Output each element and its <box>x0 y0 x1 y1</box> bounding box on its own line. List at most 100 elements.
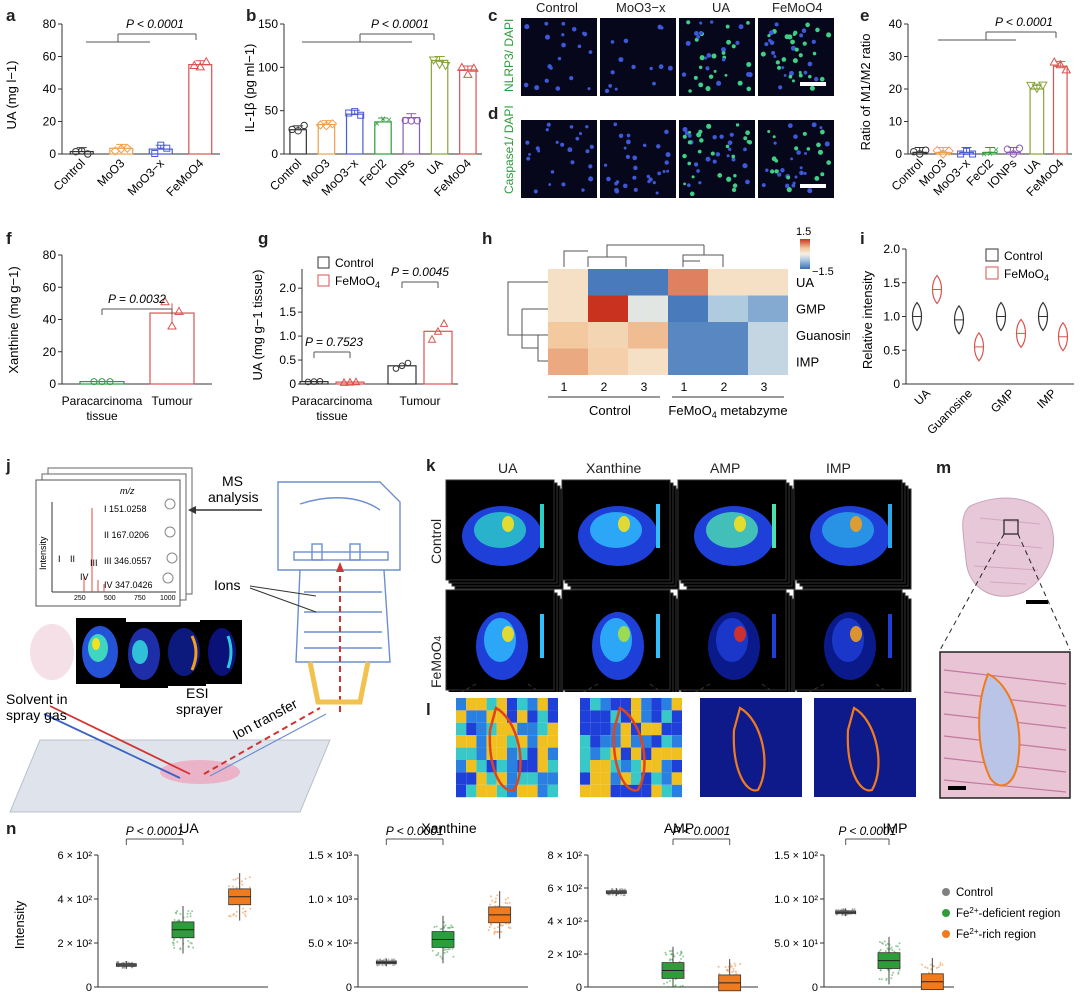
k-images <box>445 479 912 692</box>
chart-f: Xanthine (mg g−1) 0 20 40 60 80 P = 0.0032 P… <box>6 248 212 423</box>
g-bar <box>387 365 417 385</box>
h-row-label: GMP <box>796 302 826 317</box>
heatmap-cell <box>708 295 748 322</box>
ylabel-i: Relative intensity <box>860 270 875 369</box>
legend-g-femoo4-swatch <box>317 274 330 287</box>
panel-label-d: d <box>488 104 499 123</box>
h-col-3: 3 <box>641 380 648 394</box>
a-point <box>189 60 200 70</box>
chart-a: UA (mg l−1) 0 20 40 60 80 P < 0.0001 Control… <box>4 17 220 199</box>
ms-analysis-1: MS <box>222 473 243 489</box>
f-bar <box>79 380 125 385</box>
xlabel-f-2: Tumour <box>152 394 193 408</box>
b-xtick: UA <box>424 156 446 178</box>
e-point <box>1009 150 1018 158</box>
a-point <box>163 144 171 152</box>
e-ytick: 10 <box>889 115 903 129</box>
peak-4: IV 347.0426 <box>104 580 153 590</box>
solvent-2: spray gas <box>6 707 67 723</box>
a-point <box>201 56 212 66</box>
xlabel-f-1b: tissue <box>86 409 118 423</box>
heatmap-cell <box>588 322 628 349</box>
sig-g-2: P = 0.0045 <box>391 265 449 279</box>
f-point <box>98 378 106 386</box>
h-row-label: UA <box>796 275 814 290</box>
spec-xtick-4: 1000 <box>160 595 176 602</box>
e-point <box>1061 64 1072 74</box>
heatmap-cell <box>748 269 788 296</box>
e-point: × <box>987 149 993 160</box>
e-bar <box>1052 65 1068 155</box>
b-point <box>294 127 302 135</box>
a-ytick: 40 <box>43 82 57 96</box>
histology <box>939 497 1071 799</box>
heatmap-cell <box>748 295 788 322</box>
spectrum-card <box>35 479 181 607</box>
a-bar <box>188 64 213 155</box>
heatmap-cell <box>628 348 668 375</box>
heatmap-cell <box>548 295 588 322</box>
i-xtick: GMP <box>988 386 1017 415</box>
n-ytick: 2 × 10² <box>57 938 92 950</box>
sig-f: P = 0.0032 <box>108 292 166 306</box>
roman-4: IV <box>80 572 89 582</box>
spec-xtick-1: 250 <box>74 595 86 602</box>
legend-g-control-swatch <box>317 256 330 269</box>
b-bar <box>345 113 364 155</box>
a-xtick: FeMoO4 <box>163 156 206 199</box>
e-point <box>1055 59 1066 69</box>
heatmap-cell <box>708 322 748 349</box>
n-ytick: 0 <box>812 982 818 994</box>
e-point <box>1003 145 1012 153</box>
b-point <box>468 63 479 72</box>
ms-instrument <box>277 481 401 663</box>
g-point <box>427 334 437 343</box>
panel-label-h: h <box>482 229 493 248</box>
panel-label-m: m <box>936 458 952 477</box>
g-point <box>398 362 406 370</box>
n-ytick: 0 <box>346 982 352 994</box>
heatmap-cell <box>588 295 628 322</box>
n-ytick: 6 × 10² <box>57 850 92 862</box>
n-sig: P < 0.0001 <box>672 824 730 838</box>
roman-1: I <box>58 554 61 564</box>
ylabel-b: IL-1β (pg ml−1) <box>242 44 257 133</box>
legend-n-control: Control <box>956 887 993 899</box>
e-point <box>922 146 930 154</box>
ms-image <box>476 612 544 680</box>
f-ytick: 20 <box>43 345 57 359</box>
solvent-1: Solvent in <box>6 691 67 707</box>
dendrogram-top <box>563 244 724 267</box>
sig-e: P < 0.0001 <box>995 15 1053 29</box>
g-bar <box>423 330 453 385</box>
zoom-box <box>1003 519 1019 535</box>
h-group-femoo4: FeMoO4 metabzyme <box>668 403 787 420</box>
g-bar <box>335 381 365 385</box>
ylabel-e: Ratio of M1/M2 ratio <box>858 33 873 150</box>
ylabel-g: UA (mg g−1 tissue) <box>250 270 265 381</box>
a-ytick: 0 <box>49 147 56 161</box>
heatmap-cell <box>668 322 708 349</box>
e-ytick: 40 <box>889 17 903 31</box>
b-xtick: Control <box>267 156 304 193</box>
e-ytick: 0 <box>895 147 902 161</box>
h-col-4: 1 <box>681 380 688 394</box>
e-point: × <box>981 150 987 161</box>
g-ytick: 0 <box>289 377 296 391</box>
b-point <box>462 69 473 78</box>
zoom-image <box>700 698 802 797</box>
k-col-imp: IMP <box>826 460 851 476</box>
g-point <box>316 377 324 385</box>
chart-i: Relative intensity 0 0.5 1.0 1.5 2.0 Control… <box>860 242 1074 435</box>
panel-label-k: k <box>426 456 436 475</box>
b-bar <box>402 116 421 155</box>
legend-i-femoo4-swatch <box>985 266 999 280</box>
n-ytick: 1.5 × 10³ <box>308 850 352 862</box>
b-point <box>440 61 451 71</box>
panel-j: j m/z Intensity I 151.0258 II 167.0206 I… <box>0 452 440 824</box>
esi-2: sprayer <box>176 701 223 717</box>
g-ytick: 1.0 <box>279 329 296 343</box>
micro-d-3 <box>679 120 755 198</box>
a-xtick: MoO3 <box>94 156 127 189</box>
ms-analysis-2: analysis <box>208 489 259 505</box>
